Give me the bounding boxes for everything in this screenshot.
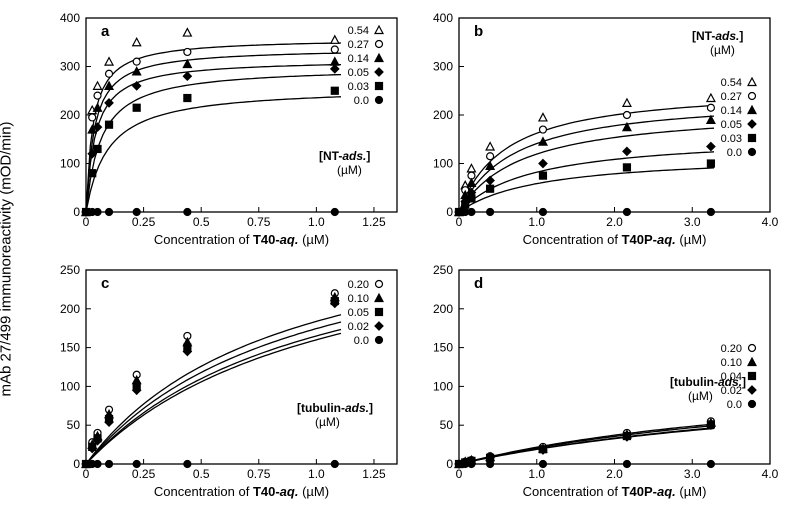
svg-text:50: 50 bbox=[67, 418, 81, 432]
svg-text:0.20: 0.20 bbox=[721, 343, 742, 355]
svg-text:300: 300 bbox=[60, 60, 80, 74]
svg-text:300: 300 bbox=[433, 60, 453, 74]
panel-letter: c bbox=[101, 275, 109, 292]
svg-text:1.25: 1.25 bbox=[362, 215, 386, 229]
panel-letter: d bbox=[474, 275, 483, 292]
panel-letter: a bbox=[101, 23, 110, 40]
svg-text:0.10: 0.10 bbox=[721, 357, 742, 369]
svg-text:50: 50 bbox=[440, 418, 454, 432]
svg-text:0.0: 0.0 bbox=[354, 335, 369, 347]
svg-text:0.54: 0.54 bbox=[348, 25, 369, 37]
svg-text:(µM): (µM) bbox=[337, 163, 362, 177]
svg-text:(µM): (µM) bbox=[688, 389, 713, 403]
svg-text:0: 0 bbox=[83, 467, 90, 481]
svg-text:100: 100 bbox=[433, 379, 453, 393]
svg-text:2.0: 2.0 bbox=[606, 215, 623, 229]
svg-text:4.0: 4.0 bbox=[762, 215, 779, 229]
svg-text:3.0: 3.0 bbox=[684, 467, 701, 481]
svg-text:1.0: 1.0 bbox=[308, 215, 325, 229]
svg-text:100: 100 bbox=[433, 157, 453, 171]
svg-text:2.0: 2.0 bbox=[606, 467, 623, 481]
svg-text:0: 0 bbox=[456, 467, 463, 481]
concentration-label: [tubulin-ads.] bbox=[297, 401, 373, 415]
svg-text:0.10: 0.10 bbox=[348, 293, 369, 305]
svg-text:0.03: 0.03 bbox=[348, 81, 369, 93]
svg-text:0: 0 bbox=[73, 457, 80, 471]
svg-text:200: 200 bbox=[433, 108, 453, 122]
panel-c: 0 0.25 0.5 0.75 1.0 1.25 0 50 100 150 200 250 c Conce… bbox=[42, 260, 409, 508]
svg-text:0.05: 0.05 bbox=[348, 307, 369, 319]
svg-text:0.25: 0.25 bbox=[132, 467, 156, 481]
x-axis-label: Concentration of T40-aq. (µM) bbox=[154, 232, 329, 247]
svg-text:200: 200 bbox=[433, 302, 453, 316]
svg-text:0: 0 bbox=[446, 205, 453, 219]
svg-text:(µM): (µM) bbox=[315, 415, 340, 429]
svg-text:0.54: 0.54 bbox=[721, 77, 742, 89]
panel-letter: b bbox=[474, 23, 483, 40]
svg-text:0.05: 0.05 bbox=[721, 119, 742, 131]
svg-text:1.0: 1.0 bbox=[528, 467, 545, 481]
svg-text:0.0: 0.0 bbox=[727, 399, 742, 411]
svg-text:100: 100 bbox=[60, 157, 80, 171]
svg-text:0.75: 0.75 bbox=[247, 467, 271, 481]
svg-text:0: 0 bbox=[73, 205, 80, 219]
svg-text:1.25: 1.25 bbox=[362, 467, 386, 481]
svg-text:0.14: 0.14 bbox=[721, 105, 742, 117]
panel-d: 0 1.0 2.0 3.0 4.0 0 50 100 150 200 250 d Concentrati… bbox=[415, 260, 782, 508]
svg-text:1.0: 1.0 bbox=[308, 467, 325, 481]
svg-text:0.05: 0.05 bbox=[348, 67, 369, 79]
svg-text:0.25: 0.25 bbox=[132, 215, 156, 229]
svg-text:100: 100 bbox=[60, 379, 80, 393]
svg-text:150: 150 bbox=[60, 341, 80, 355]
svg-text:0: 0 bbox=[456, 215, 463, 229]
svg-text:0.75: 0.75 bbox=[247, 215, 271, 229]
x-axis-label: Concentration of T40-aq. (µM) bbox=[154, 484, 329, 499]
x-axis-label: Concentration of T40P-aq. (µM) bbox=[523, 232, 707, 247]
svg-text:1.0: 1.0 bbox=[528, 215, 545, 229]
svg-text:400: 400 bbox=[60, 11, 80, 25]
panel-grid: 0 0.25 0.5 0.75 1.0 1.25 0 100 200 300 400 a Concent… bbox=[42, 8, 782, 508]
concentration-label: [tubulin-ads.] bbox=[670, 375, 746, 389]
svg-text:150: 150 bbox=[433, 341, 453, 355]
svg-text:3.0: 3.0 bbox=[684, 215, 701, 229]
svg-text:400: 400 bbox=[433, 11, 453, 25]
concentration-label: [NT-ads.] bbox=[319, 149, 370, 163]
svg-text:0.0: 0.0 bbox=[354, 95, 369, 107]
y-axis-label: mAb 27/499 immunoreactivity (mOD/min) bbox=[0, 121, 15, 396]
svg-text:0.5: 0.5 bbox=[193, 467, 210, 481]
svg-text:4.0: 4.0 bbox=[762, 467, 779, 481]
panel-b: 0 1.0 2.0 3.0 4.0 0 100 200 300 400 b Concentration… bbox=[415, 8, 782, 256]
svg-text:0.03: 0.03 bbox=[721, 133, 742, 145]
svg-text:0.0: 0.0 bbox=[727, 147, 742, 159]
x-axis-label: Concentration of T40P-aq. (µM) bbox=[523, 484, 707, 499]
svg-text:0: 0 bbox=[83, 215, 90, 229]
svg-text:0: 0 bbox=[446, 457, 453, 471]
svg-text:250: 250 bbox=[433, 263, 453, 277]
figure-container: mAb 27/499 immunoreactivity (mOD/min) 00… bbox=[0, 0, 790, 517]
svg-text:0.02: 0.02 bbox=[348, 321, 369, 333]
svg-text:0.5: 0.5 bbox=[193, 215, 210, 229]
panel-a: 0 0.25 0.5 0.75 1.0 1.25 0 100 200 300 400 a Concent… bbox=[42, 8, 409, 256]
concentration-label: [NT-ads.] bbox=[692, 29, 743, 43]
svg-text:200: 200 bbox=[60, 302, 80, 316]
svg-text:200: 200 bbox=[60, 108, 80, 122]
svg-text:0.20: 0.20 bbox=[348, 279, 369, 291]
svg-text:0.14: 0.14 bbox=[348, 53, 369, 65]
svg-text:0.27: 0.27 bbox=[721, 91, 742, 103]
svg-text:(µM): (µM) bbox=[710, 43, 735, 57]
svg-text:0.27: 0.27 bbox=[348, 39, 369, 51]
svg-text:250: 250 bbox=[60, 263, 80, 277]
